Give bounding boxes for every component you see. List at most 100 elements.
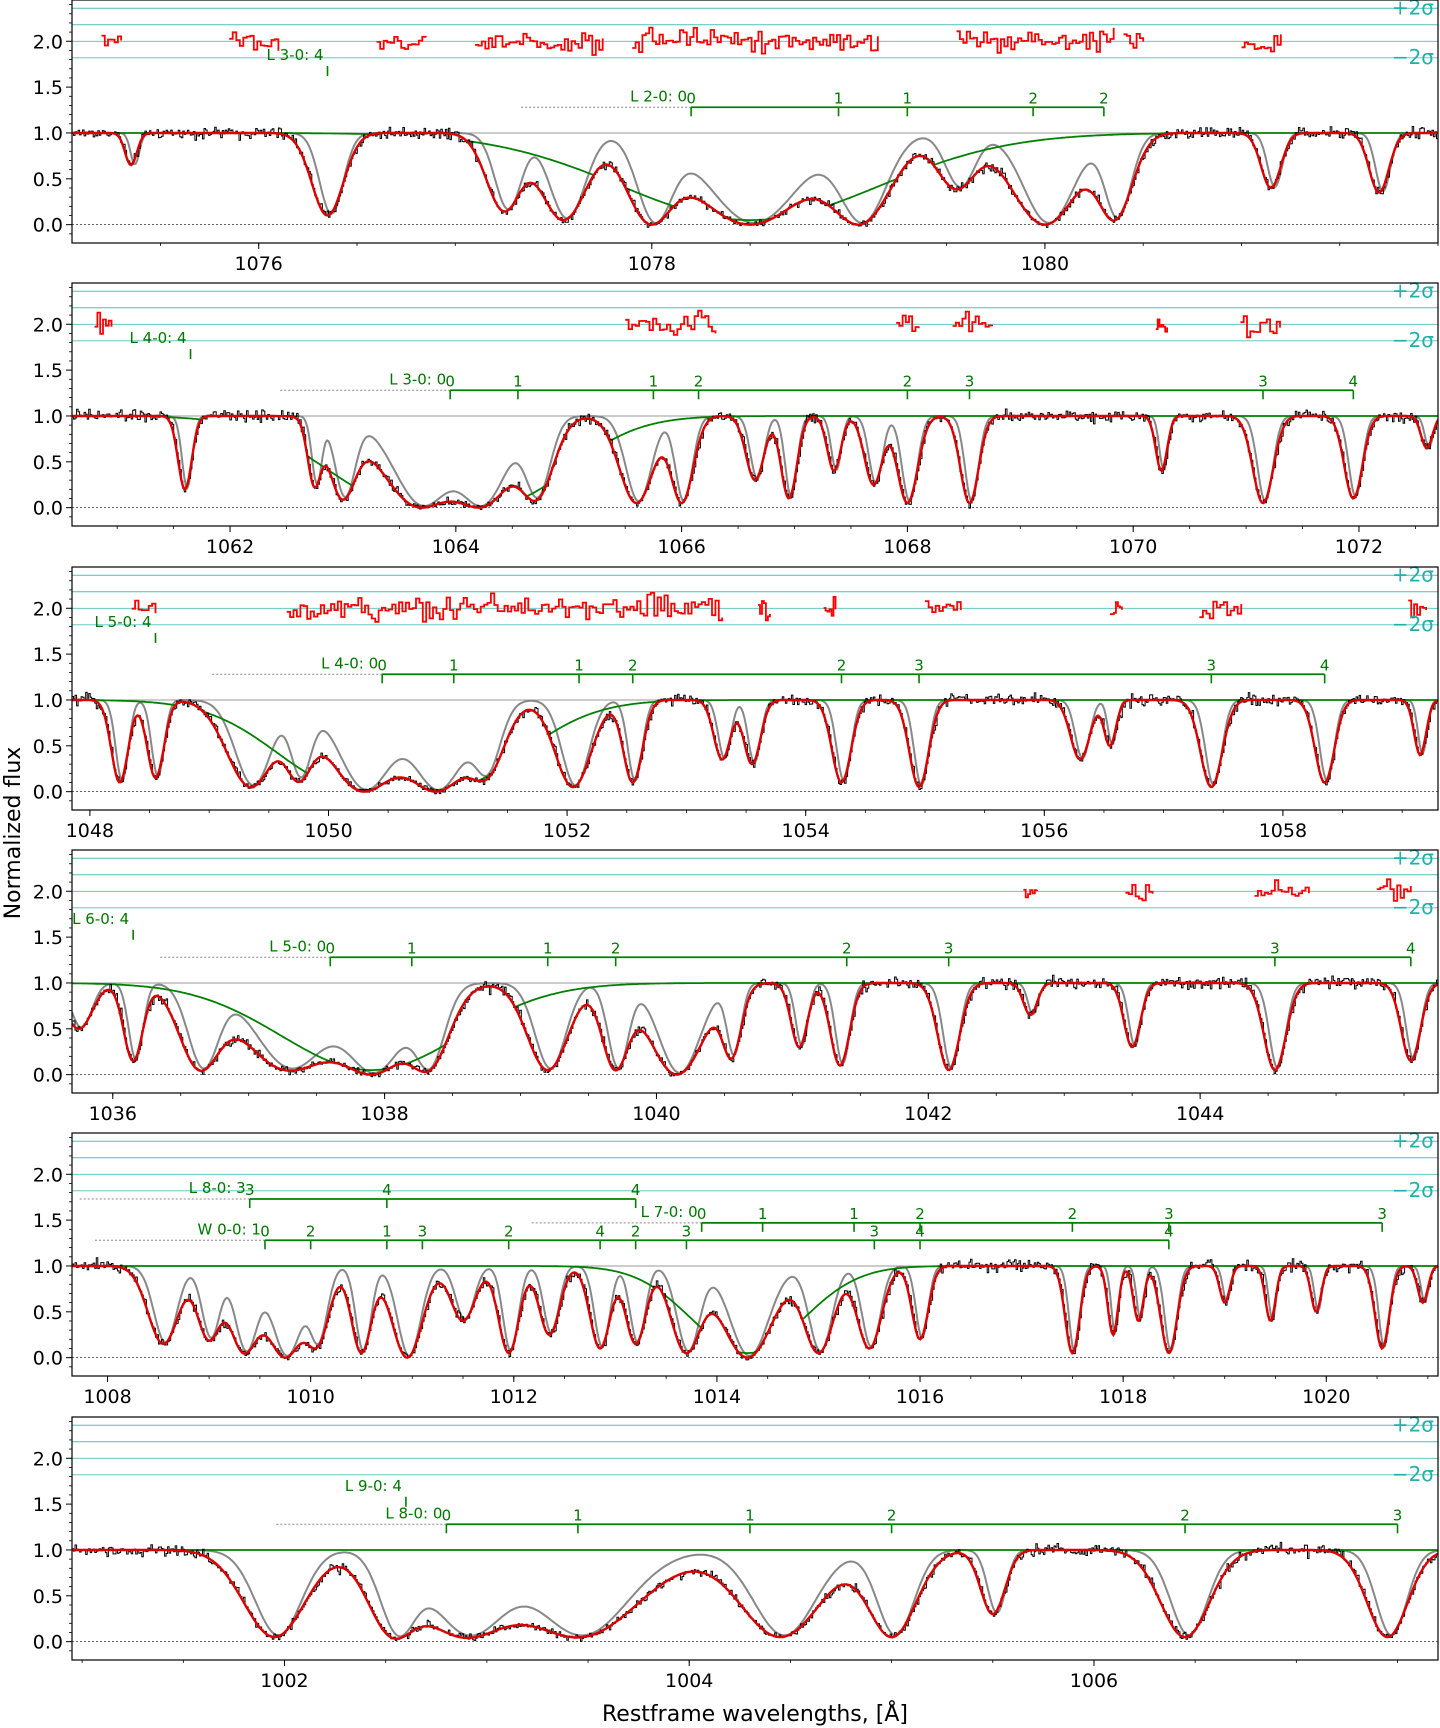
- transition-tick-label: 1: [513, 372, 523, 390]
- transition-tick-label: 3: [914, 656, 924, 674]
- x-tick-label: 1042: [904, 1103, 952, 1125]
- transition-tick-label: 2: [887, 1506, 897, 1524]
- transition-label: L 5-0: 0: [269, 937, 326, 955]
- transition-tick-label: 1: [573, 1506, 583, 1524]
- panel-2: L 4-0: 4 L 3-0: 0 0 1 1 2 2 3 3 4 +2σ −2σ 0.0 0.5 1.0 1…: [33, 278, 1439, 558]
- x-tick-label: 1010: [286, 1386, 334, 1408]
- transition-tick-label: 3: [1258, 372, 1268, 390]
- residual-segment: [376, 35, 427, 50]
- x-tick-label: 1080: [1021, 253, 1069, 275]
- component-model-line: [72, 982, 1438, 1074]
- transition-tick-label: 3: [682, 1222, 692, 1240]
- residual-segment: [229, 31, 280, 51]
- x-tick-label: 1018: [1099, 1386, 1147, 1408]
- y-tick-label: 1.5: [33, 927, 63, 949]
- y-tick-label: 1.0: [33, 690, 63, 712]
- transition-tick-label: 4: [382, 1181, 392, 1199]
- sigma-label: +2σ: [1392, 845, 1434, 869]
- residual-segment: [131, 599, 157, 614]
- transition-tick-label: 2: [628, 656, 638, 674]
- y-tick-label: 1.5: [33, 360, 63, 382]
- x-tick-label: 1050: [304, 820, 352, 842]
- residual-segment: [1199, 600, 1243, 620]
- transition-tick-label: 4: [631, 1181, 641, 1199]
- transition-tick-label: 4: [1164, 1222, 1174, 1240]
- residual-segment: [632, 26, 879, 55]
- residual-segment: [1240, 315, 1281, 339]
- transition-label: L 2-0: 0: [630, 87, 687, 105]
- x-tick-label: 1056: [1020, 820, 1068, 842]
- residual-segment: [956, 27, 1115, 54]
- continuum-model-line: [72, 415, 1438, 508]
- x-tick-label: 1040: [632, 1103, 680, 1125]
- observed-spectrum: [72, 691, 1438, 795]
- y-tick-label: 2.0: [33, 1448, 63, 1470]
- transition-tick-label: 3: [1207, 656, 1217, 674]
- transition-label: L 5-0: 4: [95, 613, 152, 631]
- x-tick-label: 1066: [657, 536, 705, 558]
- transition-tick-label: 2: [903, 372, 913, 390]
- transition-tick-label: 0: [442, 1506, 452, 1524]
- y-tick-label: 1.5: [33, 1494, 63, 1516]
- transition-tick-label: 0: [377, 656, 387, 674]
- x-tick-label: 1076: [235, 253, 283, 275]
- residual-segment: [101, 34, 122, 47]
- transition-label: L 8-0: 3: [189, 1179, 246, 1197]
- panel-stack: L 3-0: 4L 2-0: 0 0 1 1 2 2+2σ−2σ0.00.51.01.52…: [33, 0, 1439, 1692]
- transition-tick-label: 3: [245, 1181, 255, 1199]
- transition-tick-label: 1: [649, 372, 659, 390]
- transition-tick-label: 4: [595, 1222, 605, 1240]
- panel-frame: [71, 282, 1439, 527]
- x-tick-label: 1064: [432, 536, 480, 558]
- x-tick-label: 1058: [1259, 820, 1307, 842]
- transition-tick-label: 0: [325, 939, 335, 957]
- y-axis-label: Normalized flux: [1, 747, 26, 920]
- x-tick-label: 1002: [260, 1670, 308, 1692]
- sigma-label: +2σ: [1392, 562, 1434, 586]
- residual-segment: [758, 600, 771, 622]
- transition-tick-label: 2: [842, 939, 852, 957]
- y-tick-label: 1.0: [33, 1256, 63, 1278]
- transition-tick-label: 1: [745, 1506, 755, 1524]
- transition-tick-label: 2: [631, 1222, 641, 1240]
- residual-segment: [823, 596, 837, 617]
- panel-frame: [71, 849, 1439, 1094]
- transition-tick-label: 0: [260, 1222, 270, 1240]
- residual-segment: [1241, 34, 1282, 53]
- observed-spectrum: [72, 408, 1438, 510]
- continuum-model-line: [72, 982, 1438, 1071]
- y-tick-label: 0.5: [33, 169, 63, 191]
- transition-tick-label: 2: [504, 1222, 514, 1240]
- y-tick-label: 1.5: [33, 77, 63, 99]
- y-tick-label: 1.0: [33, 1540, 63, 1562]
- transition-tick-label: 4: [1320, 656, 1330, 674]
- transition-tick-label: 2: [837, 656, 847, 674]
- y-tick-label: 2.0: [33, 1164, 63, 1186]
- transition-label: L 4-0: 4: [130, 329, 187, 347]
- transition-label: L 7-0: 0: [641, 1203, 698, 1221]
- panel-frame: [71, 566, 1439, 811]
- component-model-line: [72, 132, 1438, 224]
- x-tick-label: 1052: [543, 820, 591, 842]
- y-tick-label: 2.0: [33, 881, 63, 903]
- transition-tick-label: 2: [611, 939, 621, 957]
- transition-label: W 0-0: 1: [197, 1220, 260, 1238]
- fit-model-line: [72, 131, 1438, 226]
- transition-tick-label: 1: [574, 656, 584, 674]
- y-tick-label: 0.5: [33, 1302, 63, 1324]
- transition-tick-label: 3: [1270, 939, 1280, 957]
- x-tick-label: 1020: [1302, 1386, 1350, 1408]
- residual-segment: [1109, 601, 1123, 616]
- transition-label: L 8-0: 0: [385, 1504, 442, 1522]
- y-tick-label: 1.0: [33, 123, 63, 145]
- transition-tick-label: 2: [915, 1205, 925, 1223]
- y-tick-label: 0.0: [33, 1348, 63, 1370]
- panel-frame: [71, 1132, 1439, 1377]
- y-tick-label: 0.0: [33, 782, 63, 804]
- continuum-model-line: [72, 132, 1438, 221]
- panel-frame: [71, 1416, 1439, 1661]
